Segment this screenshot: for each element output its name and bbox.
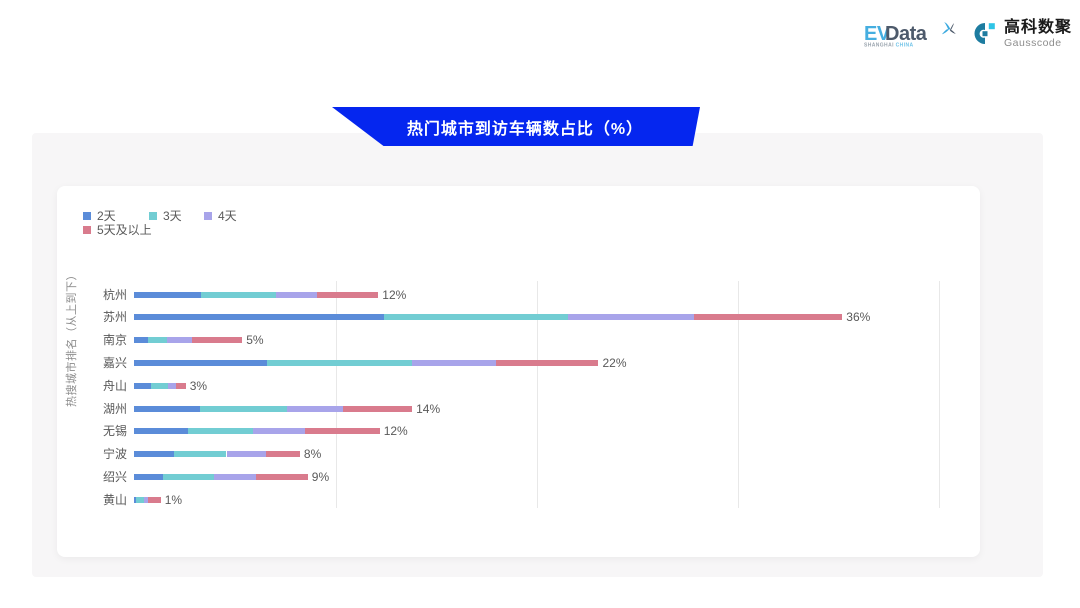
svg-text:SHANGHAI CHINA: SHANGHAI CHINA [864, 43, 914, 49]
